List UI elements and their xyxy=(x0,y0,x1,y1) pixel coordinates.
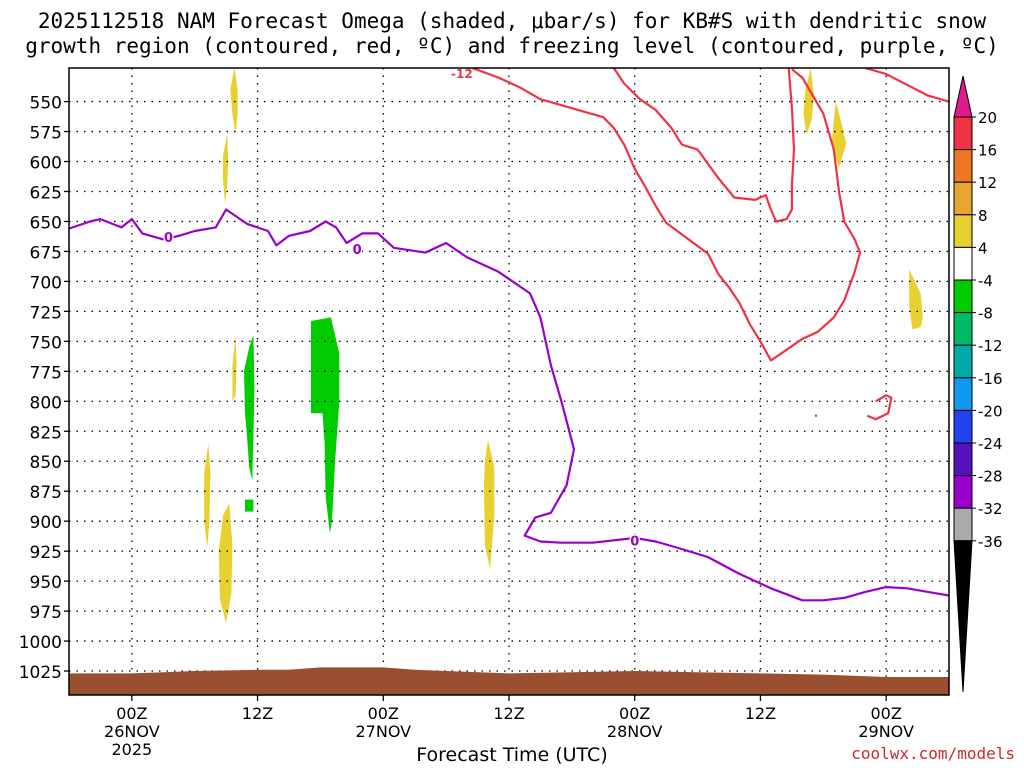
colorbar-label-1: 16 xyxy=(978,142,997,160)
y-tick-label-875: 875 xyxy=(30,483,62,503)
colorbar-label-9: -20 xyxy=(978,402,1003,420)
colorbar-label-12: -32 xyxy=(978,500,1003,518)
colorbar-swatch-6 xyxy=(953,312,973,346)
colorbar-swatch-8 xyxy=(953,377,973,411)
colorbar-label-10: -24 xyxy=(978,435,1003,453)
colorbar-label-5: -4 xyxy=(978,272,993,290)
y-tick-label-950: 950 xyxy=(30,573,62,593)
colorbar-bottom-arrow xyxy=(953,540,973,693)
x-tick-date-2: 27NOV xyxy=(355,722,411,741)
freezing-label-bg xyxy=(163,230,174,244)
y-tick-label-1000: 1000 xyxy=(19,633,62,653)
dgz-contour-label: -12 xyxy=(451,67,473,81)
y-tick-label-850: 850 xyxy=(30,453,62,473)
omega-shaded-region-10 xyxy=(245,499,254,512)
y-tick-label-725: 725 xyxy=(30,303,62,323)
x-tick-date-4: 28NOV xyxy=(607,722,663,741)
y-tick-label-675: 675 xyxy=(30,243,62,263)
freezing-level-label-2: 0 xyxy=(630,534,639,549)
dgz-contour-3 xyxy=(866,394,893,421)
colorbar-top-arrow xyxy=(953,75,973,118)
y-tick-label-900: 900 xyxy=(30,513,62,533)
y-tick-label-825: 825 xyxy=(30,423,62,443)
x-tick-label-6: 00Z xyxy=(870,704,901,723)
chart-title: 2025112518 NAM Forecast Omega (shaded, μ… xyxy=(37,9,987,33)
colorbar-swatch-9 xyxy=(953,409,973,444)
terrain-fill xyxy=(69,667,949,695)
y-tick-label-600: 600 xyxy=(30,154,62,174)
y-tick-label-800: 800 xyxy=(30,393,62,413)
omega-shaded-region-3 xyxy=(218,503,233,624)
omega-shaded-region-8 xyxy=(909,269,923,330)
dgz-contour-2 xyxy=(864,68,949,103)
y-tick-label-650: 650 xyxy=(30,213,62,233)
y-tick-label-975: 975 xyxy=(30,603,62,623)
colorbar-label-11: -28 xyxy=(978,468,1003,486)
colorbar-label-13: -36 xyxy=(978,533,1003,551)
colorbar-swatch-5 xyxy=(953,279,973,314)
colorbar-swatch-0 xyxy=(953,116,973,151)
x-tick-label-3: 12Z xyxy=(493,704,524,723)
colorbar-swatch-4 xyxy=(953,246,973,281)
x-tick-label-4: 00Z xyxy=(619,704,650,723)
freezing-level-label-1: 0 xyxy=(353,243,362,258)
chart-subtitle: growth region (contoured, red, ºC) and f… xyxy=(25,34,999,58)
freezing-level-contour xyxy=(69,208,949,602)
x-tick-label-5: 12Z xyxy=(745,704,776,723)
x-tick-date-6: 29NOV xyxy=(858,722,914,741)
colorbar-swatch-3 xyxy=(953,214,973,248)
y-tick-label-575: 575 xyxy=(30,124,62,144)
y-tick-label-1025: 1025 xyxy=(19,663,62,683)
dgz-contour-0 xyxy=(471,68,862,362)
dgz-contour-1 xyxy=(612,68,796,223)
x-axis-label: Forecast Time (UTC) xyxy=(416,744,608,766)
y-tick-label-625: 625 xyxy=(30,183,62,203)
omega-shaded-region-1 xyxy=(223,133,229,204)
colorbar-label-6: -8 xyxy=(978,305,993,323)
x-tick-label-1: 12Z xyxy=(242,704,273,723)
colorbar-swatch-10 xyxy=(953,442,973,477)
credit-text: coolwx.com/models xyxy=(851,744,1015,763)
colorbar-swatch-1 xyxy=(953,149,973,183)
colorbar-label-3: 8 xyxy=(978,207,988,225)
x-tick-label-0: 00Z xyxy=(116,704,147,723)
x-tick-date-0: 26NOV xyxy=(104,722,160,741)
colorbar-swatch-2 xyxy=(953,181,973,216)
omega-shaded-region-2 xyxy=(204,443,211,548)
colorbar-label-7: -12 xyxy=(978,337,1003,355)
omega-shaded-region-7 xyxy=(831,101,847,168)
colorbar-label-4: 4 xyxy=(978,239,988,257)
omega-shaded-region-4 xyxy=(232,335,237,402)
colorbar-label-8: -16 xyxy=(978,370,1003,388)
y-tick-label-750: 750 xyxy=(30,333,62,353)
omega-shaded-region-6 xyxy=(803,68,814,136)
x-tick-label-2: 00Z xyxy=(368,704,399,723)
colorbar-label-2: 12 xyxy=(978,174,997,192)
omega-shaded-region-9 xyxy=(244,335,255,481)
colorbar-label-0: 20 xyxy=(978,109,997,127)
y-tick-label-775: 775 xyxy=(30,363,62,383)
colorbar-swatch-12 xyxy=(953,507,973,542)
y-tick-label-700: 700 xyxy=(30,273,62,293)
x-tick-year-0: 2025 xyxy=(111,740,152,759)
y-tick-label-550: 550 xyxy=(30,94,62,114)
omega-shaded-region-5 xyxy=(483,439,495,570)
freezing-label-bg xyxy=(352,242,363,256)
colorbar-swatch-11 xyxy=(953,475,973,509)
freezing-level-label-0: 0 xyxy=(164,231,173,246)
colorbar-swatch-7 xyxy=(953,344,973,379)
omega-shaded-region-11 xyxy=(311,317,340,534)
freezing-label-bg xyxy=(629,533,640,547)
y-tick-label-925: 925 xyxy=(30,543,62,563)
